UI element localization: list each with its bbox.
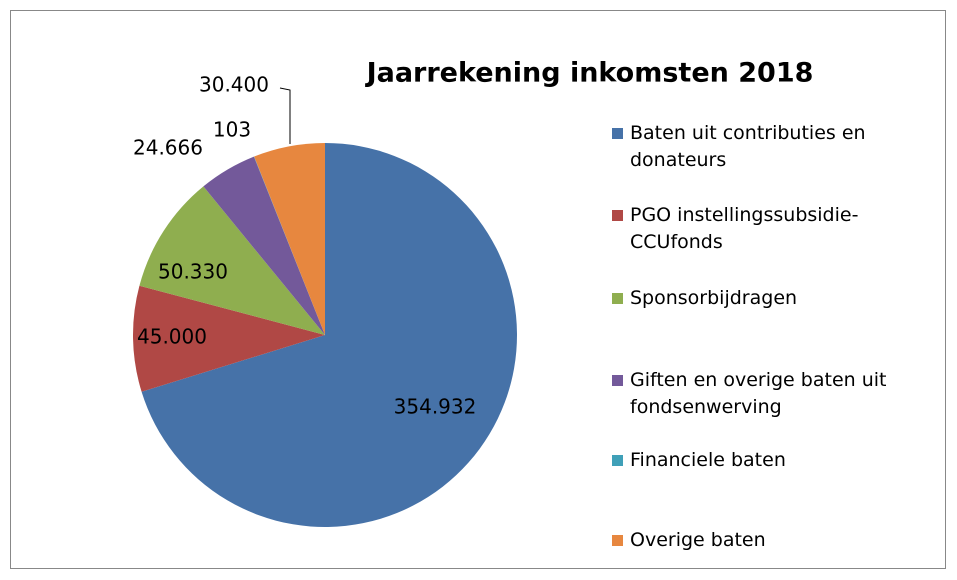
- leader-line: [279, 87, 291, 144]
- legend-swatch: [612, 210, 623, 221]
- legend-swatch: [612, 455, 623, 466]
- legend-swatch: [612, 128, 623, 139]
- legend-item: PGO instellingssubsidie-CCUfonds: [612, 202, 942, 256]
- legend-label: PGO instellingssubsidie-CCUfonds: [630, 204, 859, 253]
- legend-item: Giften en overige baten uit fondsenwervi…: [612, 367, 942, 421]
- legend-label: Sponsorbijdragen: [630, 287, 798, 309]
- pie-slice: [141, 143, 517, 527]
- data-label: 30.400: [199, 73, 269, 97]
- pie-slice: [203, 156, 325, 335]
- legend-label: Overige baten: [630, 529, 766, 551]
- data-label: 50.330: [158, 260, 228, 284]
- legend-swatch: [612, 535, 623, 546]
- data-label: 103: [213, 118, 251, 142]
- data-label: 24.666: [133, 136, 203, 160]
- pie-slice: [253, 156, 325, 335]
- legend-label: Giften en overige baten uit fondsenwervi…: [630, 369, 887, 418]
- legend-label: Financiele baten: [630, 449, 786, 471]
- legend-label: Baten uit contributies en donateurs: [630, 122, 866, 171]
- pie-slice: [139, 186, 325, 335]
- legend-item: Overige baten: [612, 527, 942, 554]
- pie-slice: [254, 143, 325, 335]
- legend-item: Sponsorbijdragen: [612, 285, 942, 312]
- legend-swatch: [612, 375, 623, 386]
- data-label: 45.000: [137, 325, 207, 349]
- legend-swatch: [612, 293, 623, 304]
- pie-slice: [133, 285, 325, 392]
- legend-item: Baten uit contributies en donateurs: [612, 120, 942, 174]
- chart-title: Jaarrekening inkomsten 2018: [365, 58, 814, 89]
- data-label: 354.932: [394, 395, 477, 419]
- legend-item: Financiele baten: [612, 447, 942, 474]
